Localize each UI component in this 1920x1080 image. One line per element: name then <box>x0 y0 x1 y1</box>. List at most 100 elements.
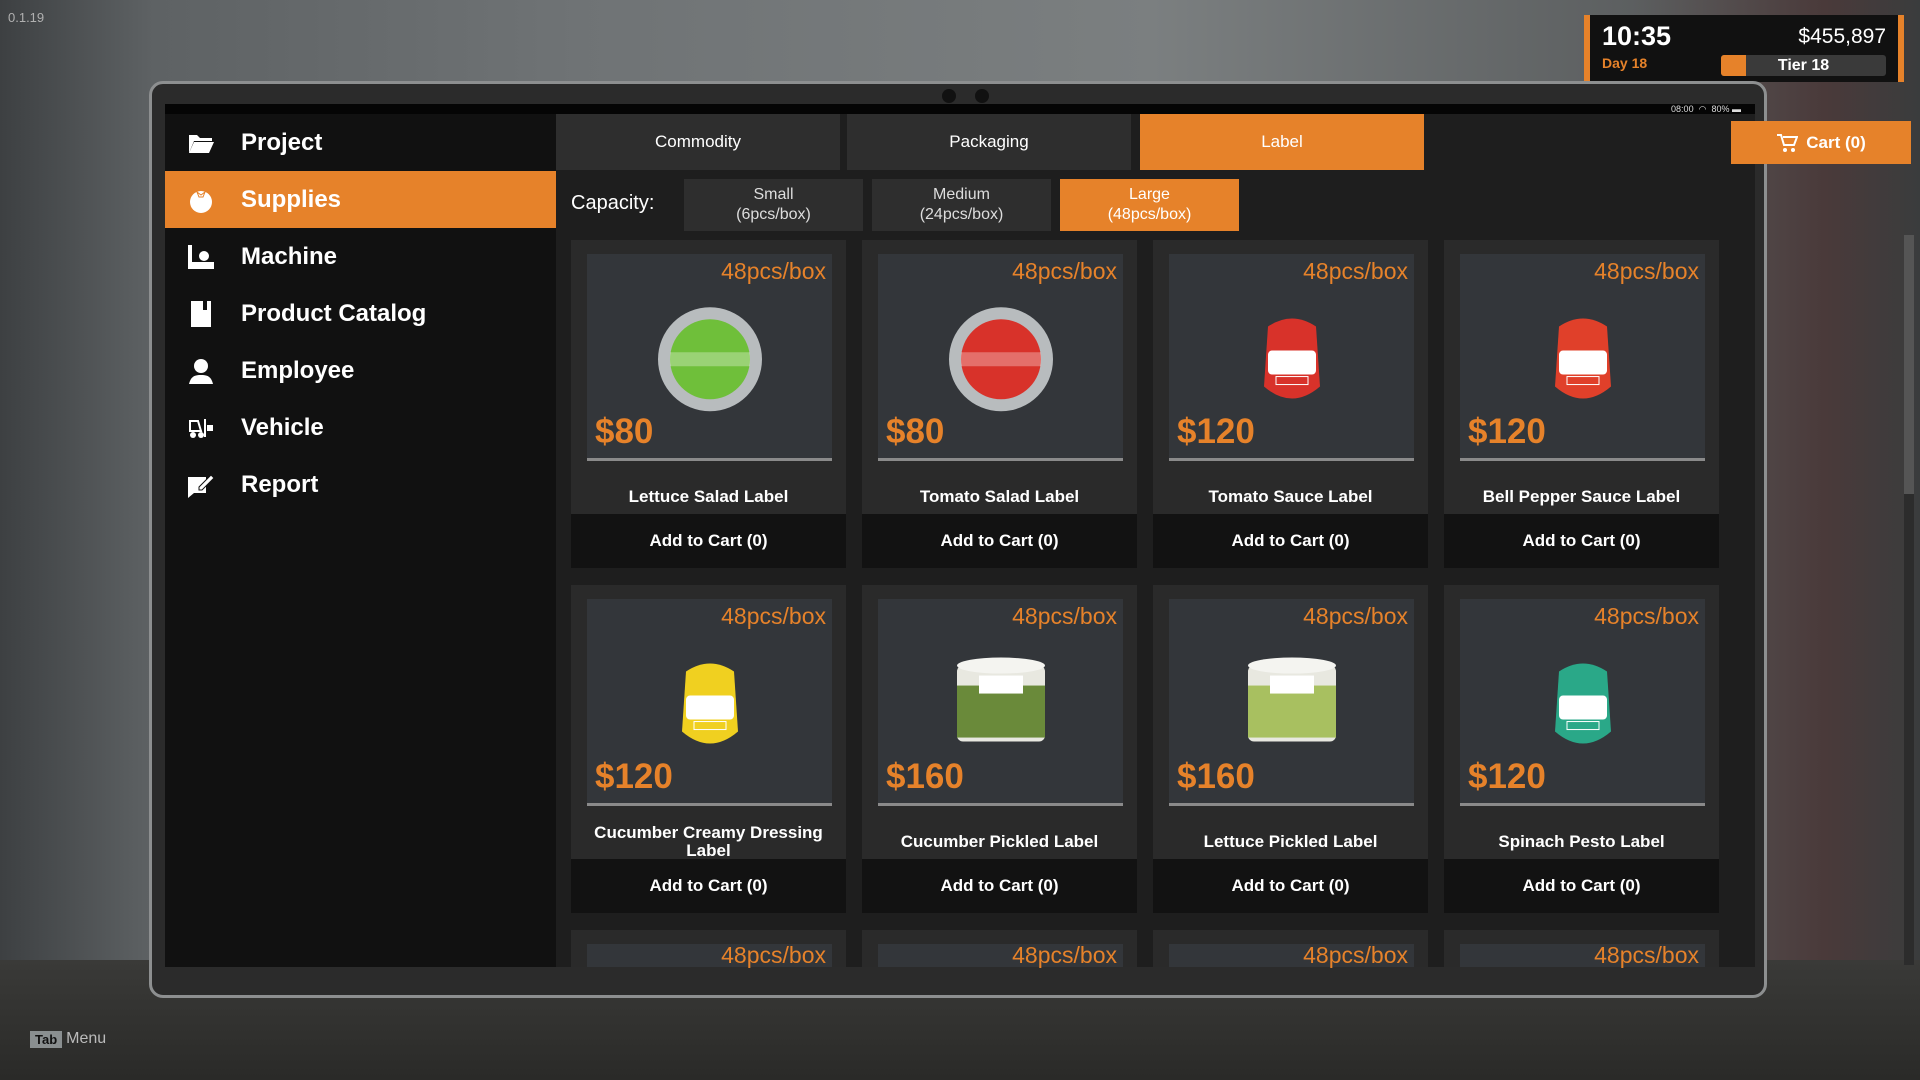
tier-label: Tier 18 <box>1777 57 1830 74</box>
status-bar: 08:00 ◠ 80% ▬ <box>165 104 1755 114</box>
capacity-small-size: (6pcs/box) <box>736 206 811 223</box>
capacity-large[interactable]: Large (48pcs/box) <box>1060 179 1239 231</box>
product-card: 48pcs/box $160 Cucumber Pickled Label Add t… <box>862 585 1137 913</box>
tier-progress-fill <box>1721 55 1746 76</box>
capacity-large-size: (48pcs/box) <box>1107 206 1192 223</box>
add-to-cart-button[interactable]: Add to Cart (0) <box>862 514 1137 568</box>
sidebar-item-employee[interactable]: Employee <box>165 342 556 399</box>
product-card: 48pcs/box $80 Lettuce Salad Label Add to Ca… <box>571 240 846 568</box>
label-image <box>655 304 765 419</box>
scrollbar[interactable] <box>1904 235 1914 965</box>
product-image-box: 48pcs/box <box>587 944 832 967</box>
label-image <box>678 656 742 757</box>
product-image-box: 48pcs/box $120 <box>587 599 832 806</box>
add-to-cart-button[interactable]: Add to Cart (0) <box>571 514 846 568</box>
cart-icon <box>1777 133 1799 152</box>
add-to-cart-button[interactable]: Add to Cart (0) <box>1153 859 1428 913</box>
sidebar-item-label: Project <box>241 128 323 156</box>
add-to-cart-button[interactable]: Add to Cart (0) <box>571 859 846 913</box>
capacity-small[interactable]: Small (6pcs/box) <box>684 179 863 231</box>
cart-label: Cart (0) <box>1806 132 1866 152</box>
menu-hint-label: Menu <box>66 1030 107 1047</box>
capacity-medium[interactable]: Medium (24pcs/box) <box>872 179 1051 231</box>
tab-key: Tab <box>30 1030 63 1048</box>
product-name: Tomato Salad Label <box>919 487 1080 506</box>
product-card: 48pcs/box $80 Tomato Salad Label Add to Car… <box>862 240 1137 568</box>
product-price: $120 <box>1468 412 1546 451</box>
capacity-medium-name: Medium <box>933 186 990 203</box>
sidebar-item-supplies[interactable]: Supplies <box>165 171 556 228</box>
sidebar-item-project[interactable]: Project <box>165 114 556 171</box>
product-price: $120 <box>1177 412 1255 451</box>
product-card: 48pcs/box <box>862 930 1137 967</box>
capacity-large-name: Large <box>1129 186 1170 203</box>
label-image <box>1244 656 1340 757</box>
sidebar-item-vehicle[interactable]: Vehicle <box>165 399 556 456</box>
pack-size: 48pcs/box <box>1594 258 1699 284</box>
product-price: $120 <box>595 757 673 796</box>
capacity-medium-size: (24pcs/box) <box>919 206 1004 223</box>
pack-size: 48pcs/box <box>1594 942 1699 968</box>
product-name: Spinach Pesto Label <box>1498 832 1665 851</box>
pack-size: 48pcs/box <box>721 258 826 284</box>
sidebar-item-label: Machine <box>241 242 338 270</box>
add-to-cart-button[interactable]: Add to Cart (0) <box>1153 514 1428 568</box>
battery-level: 80% <box>1711 104 1730 114</box>
label-image <box>1260 311 1324 412</box>
product-card: 48pcs/box <box>1153 930 1428 967</box>
add-to-cart-button[interactable]: Add to Cart (0) <box>862 859 1137 913</box>
add-to-cart-button[interactable]: Add to Cart (0) <box>1444 859 1719 913</box>
product-price: $80 <box>886 412 945 451</box>
add-to-cart-button[interactable]: Add to Cart (0) <box>1444 514 1719 568</box>
product-card: 48pcs/box <box>1444 930 1719 967</box>
product-card: 48pcs/box $120 Bell Pepper Sauce Label Add … <box>1444 240 1719 568</box>
product-image-box: 48pcs/box $120 <box>1460 599 1705 806</box>
pack-size: 48pcs/box <box>1303 258 1408 284</box>
product-image-box: 48pcs/box <box>1169 944 1414 967</box>
product-name: Cucumber Creamy Dressing Label <box>594 823 823 860</box>
pack-size: 48pcs/box <box>1303 942 1408 968</box>
pack-size: 48pcs/box <box>1012 942 1117 968</box>
money-balance: $455,897 <box>1798 25 1886 48</box>
product-card: 48pcs/box $160 Lettuce Pickled Label Add to… <box>1153 585 1428 913</box>
sidebar-item-machine[interactable]: Machine <box>165 228 556 285</box>
product-price: $80 <box>595 412 654 451</box>
version-label: 0.1.19 <box>8 10 45 25</box>
product-image-box: 48pcs/box <box>1460 944 1705 967</box>
sidebar-item-label: Report <box>241 470 319 498</box>
forklift-icon <box>187 414 215 442</box>
label-image <box>1551 311 1615 412</box>
product-card: 48pcs/box $120 Cucumber Creamy Dressing La… <box>571 585 846 913</box>
game-time: 10:35 <box>1602 21 1672 51</box>
sidebar-item-label: Vehicle <box>241 413 324 441</box>
pack-size: 48pcs/box <box>1012 258 1117 284</box>
scrollbar-thumb[interactable] <box>1904 235 1914 494</box>
pack-size: 48pcs/box <box>721 942 826 968</box>
sidebar-item-report[interactable]: Report <box>165 456 556 513</box>
product-price: $160 <box>886 757 964 796</box>
tab-packaging[interactable]: Packaging <box>847 114 1131 170</box>
camera-icon <box>975 89 989 103</box>
cart-button[interactable]: Cart (0) <box>1731 121 1911 164</box>
sidebar-item-label: Product Catalog <box>241 299 427 327</box>
pack-size: 48pcs/box <box>1303 603 1408 629</box>
product-card: 48pcs/box $120 Spinach Pesto Label Add to C… <box>1444 585 1719 913</box>
product-price: $160 <box>1177 757 1255 796</box>
tier-progress-bar: Tier 18 <box>1721 55 1886 76</box>
pack-size: 48pcs/box <box>1012 603 1117 629</box>
tomato-icon <box>187 186 215 214</box>
product-card: 48pcs/box <box>571 930 846 967</box>
product-name: Bell Pepper Sauce Label <box>1482 487 1681 506</box>
sidebar: Project Supplies Machine Product Catalog Emp… <box>165 114 556 967</box>
tab-label[interactable]: Label <box>1140 114 1424 170</box>
camera-icon <box>942 89 956 103</box>
tab-commodity[interactable]: Commodity <box>556 114 840 170</box>
product-image-box: 48pcs/box $80 <box>587 254 832 461</box>
pack-size: 48pcs/box <box>721 603 826 629</box>
wifi-icon: ◠ <box>1698 104 1707 114</box>
report-icon <box>187 471 215 499</box>
sidebar-item-product-catalog[interactable]: Product Catalog <box>165 285 556 342</box>
folder-icon <box>187 129 215 157</box>
product-card: 48pcs/box $120 Tomato Sauce Label Add to Ca… <box>1153 240 1428 568</box>
product-image-box: 48pcs/box <box>878 944 1123 967</box>
